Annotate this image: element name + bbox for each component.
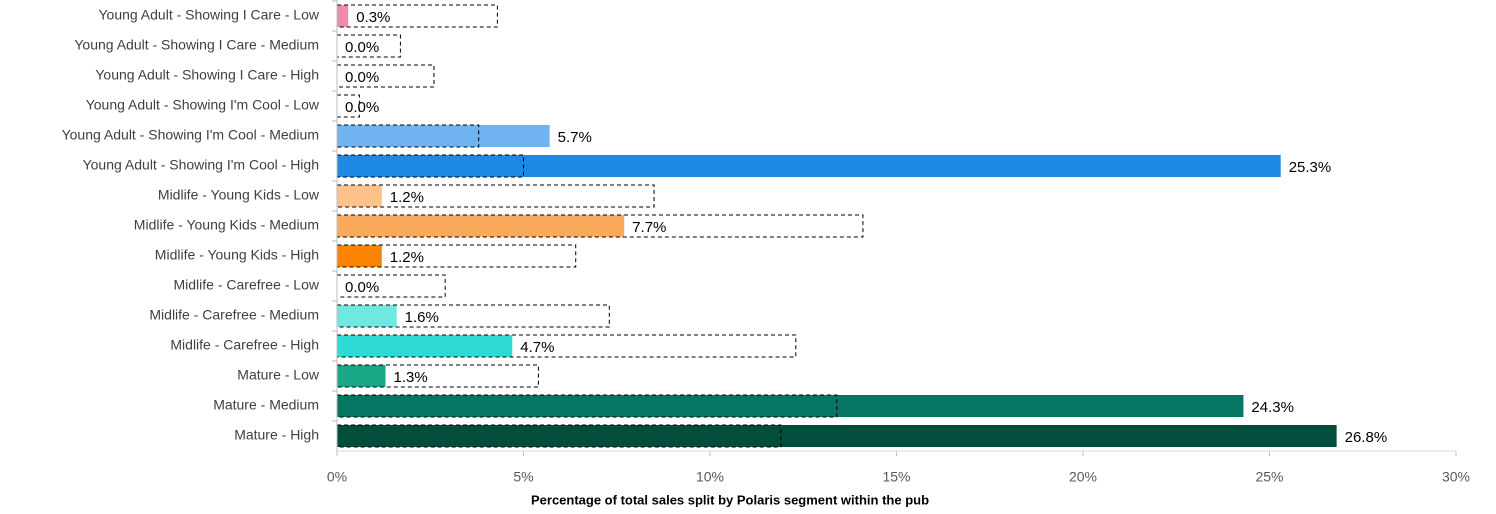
y-tick-label: Mature - High bbox=[234, 427, 319, 443]
bar bbox=[337, 395, 1244, 417]
y-tick-label: Young Adult - Showing I Care - Low bbox=[98, 7, 319, 23]
data-label: 0.0% bbox=[345, 39, 379, 56]
x-axis-label: Percentage of total sales split by Polar… bbox=[531, 492, 929, 507]
x-tick-label: 10% bbox=[696, 469, 724, 485]
data-label: 7.7% bbox=[632, 219, 666, 236]
x-tick-label: 5% bbox=[513, 469, 533, 485]
data-label: 0.0% bbox=[345, 99, 379, 116]
bar bbox=[337, 425, 1337, 447]
bar bbox=[337, 305, 397, 327]
benchmark-box bbox=[336, 214, 864, 238]
benchmark-box bbox=[336, 334, 797, 358]
y-tick-label: Young Adult - Showing I'm Cool - High bbox=[83, 157, 319, 173]
bar bbox=[337, 5, 349, 27]
data-label: 5.7% bbox=[558, 129, 592, 146]
y-tick-label: Mature - Medium bbox=[213, 397, 319, 413]
data-label: 0.0% bbox=[345, 69, 379, 86]
benchmark-box bbox=[336, 184, 655, 208]
bar bbox=[337, 245, 382, 267]
y-tick-label: Mature - Low bbox=[237, 367, 320, 383]
data-label: 1.2% bbox=[390, 189, 424, 206]
data-label: 1.2% bbox=[390, 249, 424, 266]
x-tick-label: 20% bbox=[1069, 469, 1097, 485]
x-tick-label: 25% bbox=[1255, 469, 1283, 485]
y-tick-label: Midlife - Young Kids - Low bbox=[158, 187, 320, 203]
y-tick-label: Midlife - Carefree - High bbox=[170, 337, 319, 353]
x-tick-label: 0% bbox=[327, 469, 347, 485]
data-label: 0.3% bbox=[356, 9, 390, 26]
x-tick-label: 15% bbox=[882, 469, 910, 485]
y-tick-label: Midlife - Carefree - Medium bbox=[149, 307, 319, 323]
benchmark-box bbox=[336, 34, 401, 58]
y-tick-label: Young Adult - Showing I'm Cool - Medium bbox=[62, 127, 319, 143]
bar bbox=[337, 215, 625, 237]
y-tick-label: Young Adult - Showing I Care - Medium bbox=[74, 37, 319, 53]
bar bbox=[337, 185, 382, 207]
bar bbox=[337, 365, 386, 387]
bar bbox=[337, 125, 550, 147]
y-tick-label: Midlife - Young Kids - High bbox=[155, 247, 319, 263]
y-tick-label: Young Adult - Showing I'm Cool - Low bbox=[86, 97, 320, 113]
y-tick-label: Young Adult - Showing I Care - High bbox=[95, 67, 319, 83]
data-label: 0.0% bbox=[345, 279, 379, 296]
data-label: 25.3% bbox=[1289, 159, 1332, 176]
benchmark-box bbox=[336, 274, 446, 298]
bar bbox=[337, 335, 513, 357]
bar bbox=[337, 155, 1281, 177]
y-tick-label: Midlife - Carefree - Low bbox=[174, 277, 320, 293]
data-label: 26.8% bbox=[1345, 429, 1388, 446]
data-label: 1.6% bbox=[405, 309, 439, 326]
data-label: 1.3% bbox=[393, 369, 427, 386]
data-label: 24.3% bbox=[1251, 399, 1294, 416]
x-tick-label: 30% bbox=[1442, 469, 1470, 485]
y-tick-label: Midlife - Young Kids - Medium bbox=[134, 217, 319, 233]
benchmark-box bbox=[336, 244, 577, 268]
data-label: 4.7% bbox=[520, 339, 554, 356]
